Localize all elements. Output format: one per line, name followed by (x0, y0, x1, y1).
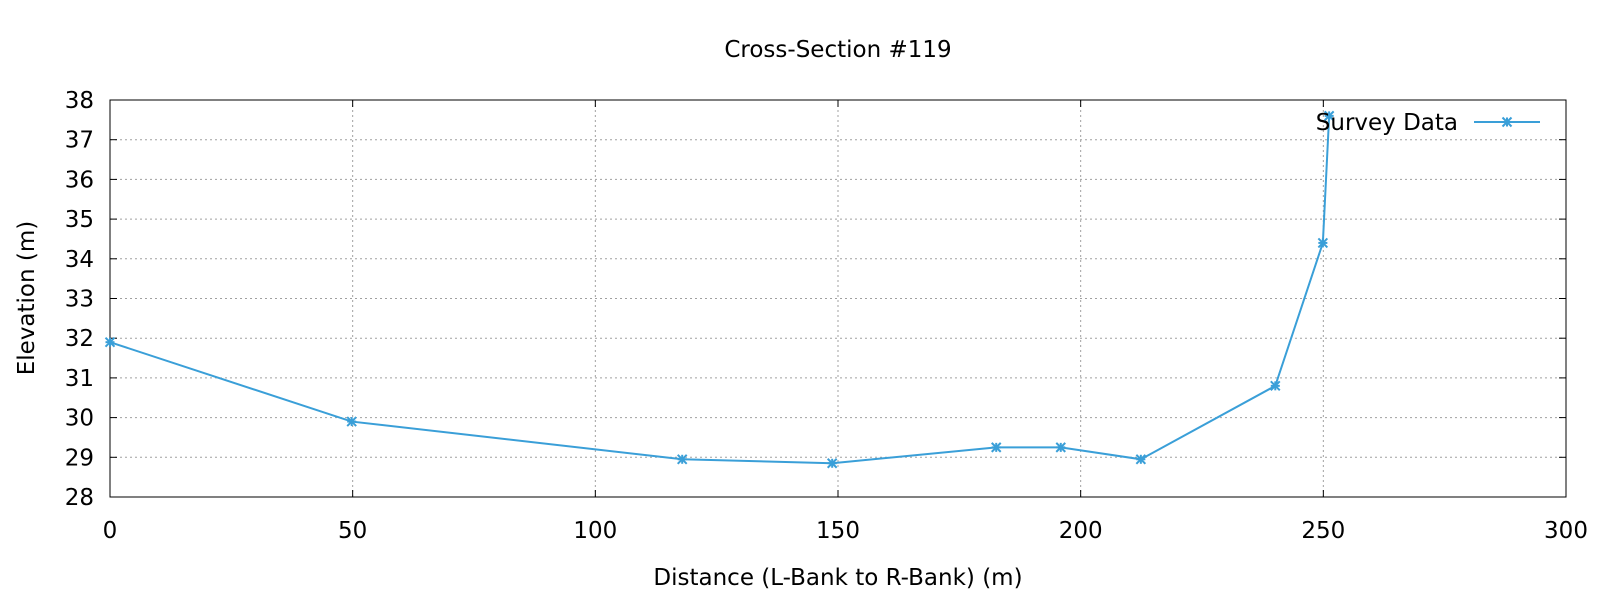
y-tick-label: 34 (65, 247, 94, 273)
grid (110, 100, 1566, 497)
y-tick-label: 29 (65, 445, 94, 471)
x-tick-label: 100 (573, 518, 617, 544)
legend-label: Survey Data (1316, 110, 1458, 136)
x-tick-label: 50 (338, 518, 367, 544)
legend-marker (1501, 116, 1513, 128)
y-axis-label: Elevation (m) (14, 221, 40, 376)
data-point (991, 442, 1002, 453)
axis-ticks: 0 50 100 150 200 250 300 28 29 30 31 32 33 34 35 36 37 38 (65, 88, 1588, 544)
x-tick-label: 150 (816, 518, 860, 544)
data-point (346, 416, 357, 427)
data-point (104, 336, 116, 348)
plot-frame (109, 99, 1567, 498)
y-tick-label: 33 (65, 287, 94, 313)
y-tick-label: 37 (65, 128, 94, 154)
chart-title: Cross-Section #119 (724, 37, 951, 63)
data-point (1317, 237, 1329, 249)
legend-point (1501, 116, 1513, 128)
data-point (826, 458, 838, 469)
y-tick-label: 38 (65, 88, 94, 114)
y-tick-label: 35 (65, 207, 94, 233)
y-tick-label: 32 (65, 326, 94, 352)
data-point (1323, 110, 1335, 122)
x-tick-label: 200 (1059, 518, 1103, 544)
x-tick-label: 300 (1544, 518, 1588, 544)
x-tick-label: 250 (1301, 518, 1345, 544)
y-tick-label: 36 (65, 167, 94, 193)
data-point (677, 454, 688, 465)
data-point (1055, 442, 1066, 453)
data-point (1270, 380, 1281, 392)
series-layer (104, 110, 1335, 469)
y-tick-label: 28 (65, 485, 94, 511)
y-tick-label: 31 (65, 366, 94, 392)
x-axis-label: Distance (L-Bank to R-Bank) (m) (653, 565, 1022, 591)
series-line (109, 115, 1331, 465)
data-point (1135, 454, 1147, 465)
x-tick-label: 0 (103, 518, 118, 544)
legend: Survey Data (1316, 110, 1540, 136)
y-tick-label: 30 (65, 406, 94, 432)
